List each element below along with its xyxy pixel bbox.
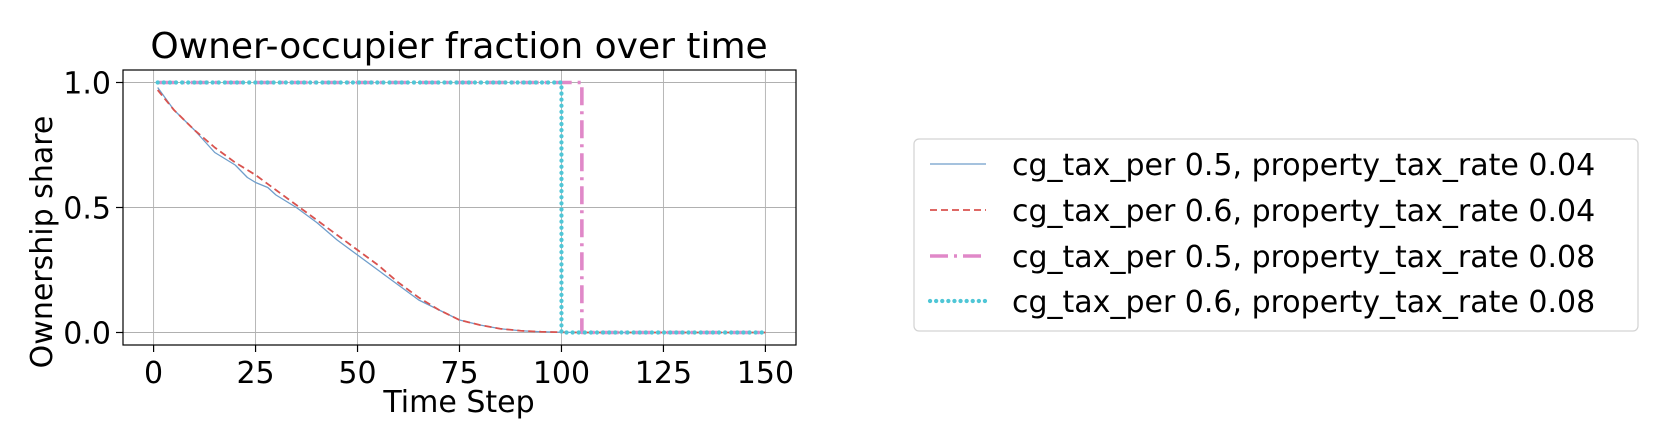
series-line-2 <box>156 89 766 334</box>
x-tick-label: 25 <box>236 356 274 391</box>
series-lines <box>155 80 768 335</box>
legend-frame <box>913 138 1639 332</box>
x-tick-label: 0 <box>144 356 163 391</box>
legend-label-1: cg_tax_per 0.5, property_tax_rate 0.04 <box>1012 148 1595 183</box>
x-axis-label: Time Step <box>382 385 534 420</box>
legend-items: cg_tax_per 0.5, property_tax_rate 0.04 cg… <box>927 148 1595 320</box>
x-tick-label: 125 <box>635 356 692 391</box>
grid-lines <box>123 70 796 345</box>
y-tick-label: 0.5 <box>63 192 111 227</box>
legend-label-4: cg_tax_per 0.6, property_tax_rate 0.08 <box>1012 285 1595 320</box>
y-tick-label: 1.0 <box>63 67 111 102</box>
x-tick-label: 75 <box>440 356 478 391</box>
axis-ticks: 0 25 50 75 100 125 150 0.0 0.5 1.0 <box>63 67 794 392</box>
y-tick-label: 0.0 <box>63 317 111 352</box>
legend-label-2: cg_tax_per 0.6, property_tax_rate 0.04 <box>1012 194 1595 229</box>
x-tick-label: 50 <box>338 356 376 391</box>
legend-label-3: cg_tax_per 0.5, property_tax_rate 0.08 <box>1012 240 1595 275</box>
x-tick-label: 150 <box>737 356 794 391</box>
y-axis-label: Ownership share <box>25 116 60 369</box>
series-line-4 <box>155 80 768 335</box>
chart-title: Owner-occupier fraction over time <box>150 26 767 67</box>
series-line-1 <box>157 87 766 334</box>
x-tick-label: 100 <box>533 356 590 391</box>
legend: cg_tax_per 0.5, property_tax_rate 0.04 cg… <box>913 138 1639 332</box>
